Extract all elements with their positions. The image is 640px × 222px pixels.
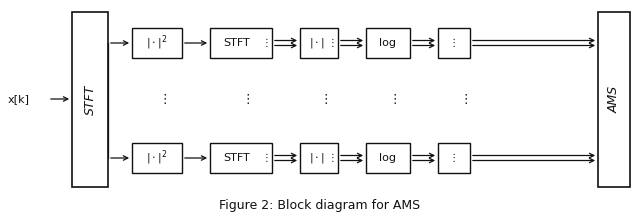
Text: ⋮: ⋮ — [262, 38, 272, 48]
Bar — [300, 143, 338, 173]
Bar — [300, 28, 338, 58]
Bar — [438, 28, 470, 58]
Text: Figure 2: Block diagram for AMS: Figure 2: Block diagram for AMS — [220, 198, 420, 212]
Text: STFT: STFT — [223, 153, 250, 163]
Bar — [132, 28, 182, 58]
Text: ⋮: ⋮ — [262, 153, 272, 163]
Bar — [210, 28, 272, 58]
Text: STFT: STFT — [83, 84, 97, 115]
Bar — [210, 143, 272, 173]
Text: ⋮: ⋮ — [449, 38, 459, 48]
Text: ⋮: ⋮ — [242, 93, 254, 107]
Text: ⋮: ⋮ — [449, 153, 459, 163]
Bar — [438, 143, 470, 173]
Text: STFT: STFT — [223, 38, 250, 48]
Text: ⋮: ⋮ — [159, 93, 172, 107]
Text: ⋮: ⋮ — [320, 93, 332, 107]
Bar — [366, 28, 410, 58]
Text: log: log — [380, 153, 397, 163]
Text: ⋮: ⋮ — [328, 153, 338, 163]
Text: $|\cdot|$: $|\cdot|$ — [309, 36, 325, 50]
Text: ⋮: ⋮ — [460, 93, 472, 107]
Text: $|\cdot|$: $|\cdot|$ — [309, 151, 325, 165]
Text: ⋮: ⋮ — [388, 93, 401, 107]
Text: $|\cdot|^2$: $|\cdot|^2$ — [146, 34, 168, 52]
Text: ⋮: ⋮ — [328, 38, 338, 48]
Bar — [72, 12, 108, 187]
Text: $|\cdot|^2$: $|\cdot|^2$ — [146, 149, 168, 167]
Text: log: log — [380, 38, 397, 48]
Bar — [132, 143, 182, 173]
Text: x[k]: x[k] — [8, 94, 30, 104]
Bar — [598, 12, 630, 187]
Bar — [366, 143, 410, 173]
Text: AMS: AMS — [607, 86, 621, 113]
